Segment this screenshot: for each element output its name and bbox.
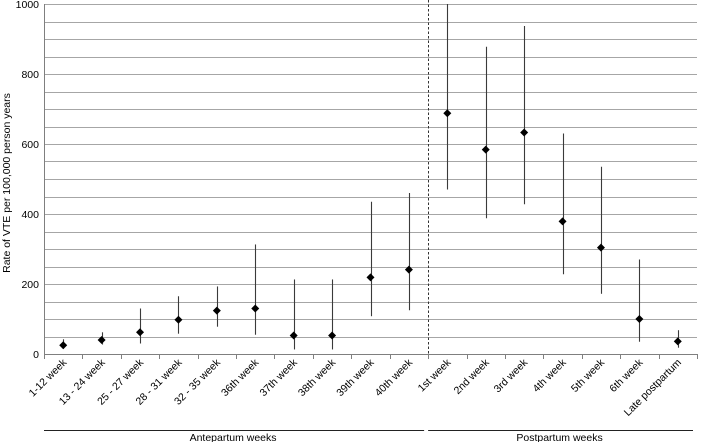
data-point [558, 217, 567, 226]
group-label: Antepartum weeks [190, 432, 277, 442]
x-tick-label: 40th week [373, 356, 416, 399]
y-tick-label: 400 [21, 209, 39, 221]
data-point [97, 336, 106, 344]
y-tick-label: 200 [21, 279, 39, 291]
data-point [289, 331, 298, 340]
x-tick-label: 4th week [530, 356, 569, 395]
error-bars [62, 4, 680, 350]
y-tick-label: 600 [21, 139, 39, 151]
data-point [366, 273, 375, 282]
y-tick-label: 1000 [16, 0, 40, 11]
data-point [328, 331, 337, 340]
axes [44, 4, 698, 359]
data-point [481, 145, 490, 154]
y-tick-label: 0 [33, 349, 39, 361]
x-tick-label: 3rd week [492, 356, 531, 395]
y-tick-labels: 0 200 400 600 800 1000 [16, 0, 40, 361]
x-tick-label: 38th week [296, 356, 339, 399]
y-tick-label: 800 [21, 69, 39, 81]
data-point [212, 306, 221, 315]
x-tick-label: 36th week [219, 356, 262, 399]
data-point [136, 328, 145, 337]
data-point [673, 337, 682, 346]
data-point [404, 265, 413, 274]
data-point [251, 304, 260, 313]
y-axis-label: Rate of VTE per 100,000 person years [1, 93, 13, 273]
x-tick-label: 1st week [416, 356, 454, 394]
data-point [174, 315, 183, 324]
data-point [635, 315, 644, 323]
point-markers [59, 109, 682, 350]
x-tick-label: 39th week [334, 356, 377, 399]
data-point [443, 109, 452, 118]
x-tick-label: 37th week [257, 356, 300, 399]
data-point [59, 341, 68, 350]
x-tick-label: 2nd week [452, 356, 493, 397]
group-label: Postpartum weeks [516, 432, 602, 442]
data-point [596, 243, 605, 252]
gridlines [44, 4, 697, 338]
x-tick-label: 6th week [607, 356, 646, 395]
x-tick-label: 5th week [569, 356, 608, 395]
group-labels: Antepartum weeks Postpartum weeks [44, 430, 693, 442]
data-point [520, 128, 529, 137]
